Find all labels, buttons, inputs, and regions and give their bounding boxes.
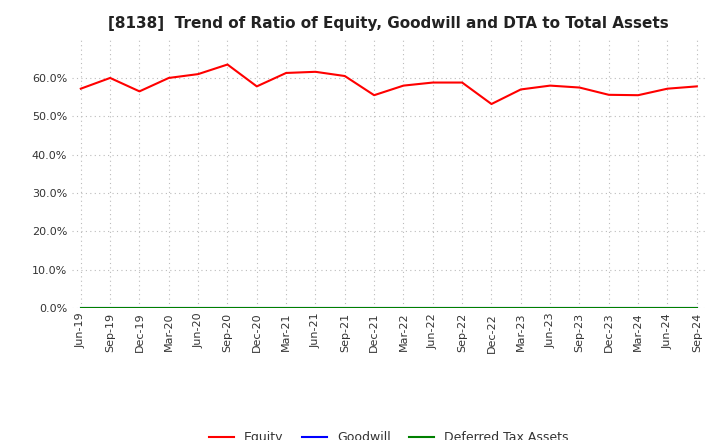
Goodwill [341, 305, 349, 311]
Deferred Tax Assets [516, 305, 525, 311]
Goodwill [487, 305, 496, 311]
Equity [341, 73, 349, 79]
Equity [575, 85, 584, 90]
Deferred Tax Assets [282, 305, 290, 311]
Goodwill [575, 305, 584, 311]
Deferred Tax Assets [370, 305, 379, 311]
Deferred Tax Assets [164, 305, 173, 311]
Goodwill [663, 305, 672, 311]
Deferred Tax Assets [487, 305, 496, 311]
Goodwill [605, 305, 613, 311]
Goodwill [135, 305, 144, 311]
Deferred Tax Assets [311, 305, 320, 311]
Equity [399, 83, 408, 88]
Deferred Tax Assets [341, 305, 349, 311]
Equity [282, 70, 290, 76]
Goodwill [194, 305, 202, 311]
Goodwill [253, 305, 261, 311]
Deferred Tax Assets [194, 305, 202, 311]
Deferred Tax Assets [76, 305, 85, 311]
Deferred Tax Assets [663, 305, 672, 311]
Deferred Tax Assets [605, 305, 613, 311]
Equity [135, 89, 144, 94]
Equity [311, 69, 320, 74]
Deferred Tax Assets [253, 305, 261, 311]
Equity [370, 92, 379, 98]
Goodwill [164, 305, 173, 311]
Equity [428, 80, 437, 85]
Goodwill [282, 305, 290, 311]
Deferred Tax Assets [135, 305, 144, 311]
Equity [516, 87, 525, 92]
Deferred Tax Assets [223, 305, 232, 311]
Goodwill [106, 305, 114, 311]
Title: [8138]  Trend of Ratio of Equity, Goodwill and DTA to Total Assets: [8138] Trend of Ratio of Equity, Goodwil… [109, 16, 669, 32]
Equity [164, 75, 173, 81]
Deferred Tax Assets [428, 305, 437, 311]
Goodwill [428, 305, 437, 311]
Equity [253, 84, 261, 89]
Deferred Tax Assets [575, 305, 584, 311]
Equity [546, 83, 554, 88]
Equity [194, 71, 202, 77]
Goodwill [370, 305, 379, 311]
Equity [458, 80, 467, 85]
Equity [223, 62, 232, 67]
Equity [634, 92, 642, 98]
Deferred Tax Assets [693, 305, 701, 311]
Goodwill [516, 305, 525, 311]
Goodwill [458, 305, 467, 311]
Deferred Tax Assets [634, 305, 642, 311]
Deferred Tax Assets [458, 305, 467, 311]
Equity [106, 75, 114, 81]
Goodwill [399, 305, 408, 311]
Goodwill [693, 305, 701, 311]
Goodwill [223, 305, 232, 311]
Equity [693, 84, 701, 89]
Equity [663, 86, 672, 92]
Deferred Tax Assets [106, 305, 114, 311]
Goodwill [76, 305, 85, 311]
Deferred Tax Assets [546, 305, 554, 311]
Goodwill [311, 305, 320, 311]
Line: Equity: Equity [81, 65, 697, 104]
Equity [605, 92, 613, 97]
Equity [76, 86, 85, 92]
Legend: Equity, Goodwill, Deferred Tax Assets: Equity, Goodwill, Deferred Tax Assets [204, 426, 574, 440]
Goodwill [546, 305, 554, 311]
Equity [487, 101, 496, 106]
Deferred Tax Assets [399, 305, 408, 311]
Goodwill [634, 305, 642, 311]
